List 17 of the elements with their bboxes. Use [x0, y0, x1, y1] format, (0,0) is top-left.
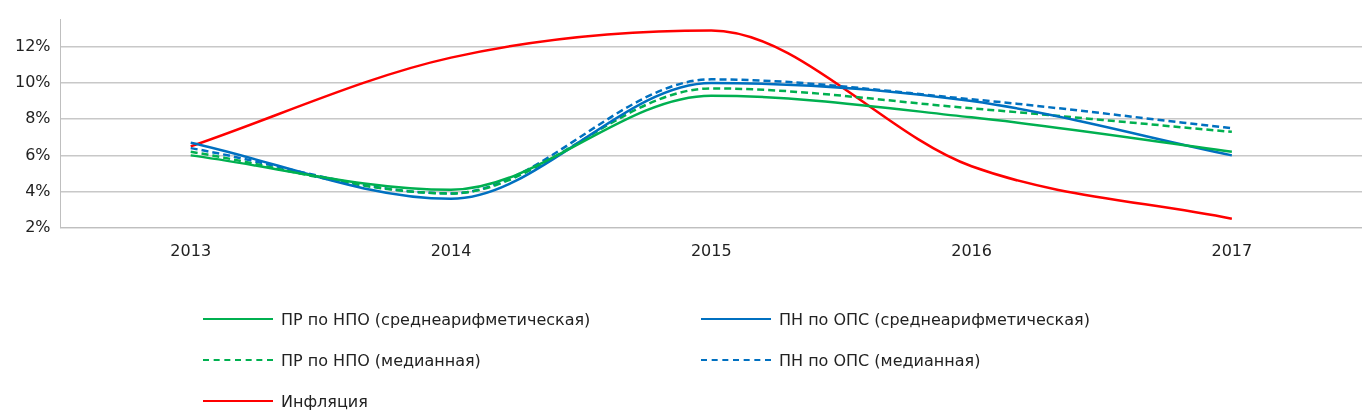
x-tick-label: 2013	[170, 240, 212, 260]
y-tick-label: 2%	[25, 216, 51, 236]
line-series	[189, 29, 1234, 220]
legend-label: ПР по НПО (медианная)	[281, 350, 481, 370]
x-tick-label: 2016	[951, 240, 992, 260]
y-tick-label: 12%	[15, 35, 51, 55]
x-tick-label: 2015	[690, 240, 732, 260]
legend-label: ПР по НПО (среднеарифметическая)	[281, 309, 591, 329]
legend-label: ПН по ОПС (медианная)	[779, 350, 981, 370]
y-tick-label: 4%	[25, 180, 51, 200]
x-tick-label: 2017	[1211, 240, 1253, 260]
y-tick-label: 10%	[15, 72, 51, 92]
legend-label: ПН по ОПС (среднеарифметическая)	[779, 309, 1090, 329]
y-tick-label: 8%	[25, 108, 51, 128]
y-tick-label: 6%	[25, 144, 51, 164]
x-tick-label: 2014	[430, 240, 472, 260]
legend-label: Инфляция	[281, 391, 368, 411]
